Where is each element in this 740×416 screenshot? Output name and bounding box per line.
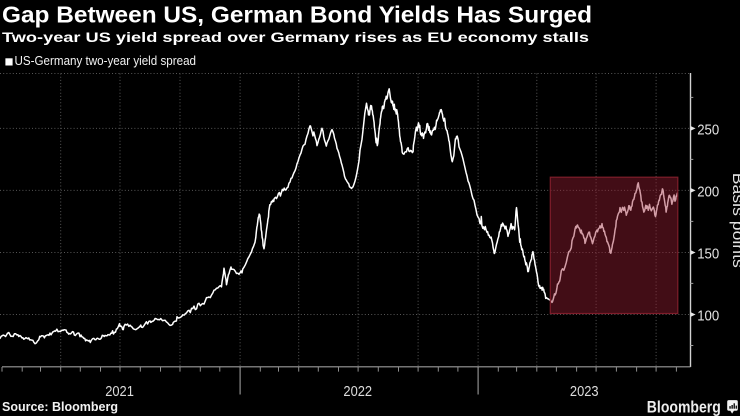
svg-text:US-Germany two-year yield spre: US-Germany two-year yield spread bbox=[15, 54, 197, 68]
svg-text:Basis points: Basis points bbox=[729, 173, 740, 268]
svg-text:2022: 2022 bbox=[343, 384, 372, 400]
svg-text:Source: Bloomberg: Source: Bloomberg bbox=[2, 400, 118, 414]
svg-text:Gap Between US, German Bond Yi: Gap Between US, German Bond Yields Has S… bbox=[2, 2, 592, 28]
svg-text:200: 200 bbox=[697, 184, 719, 200]
svg-text:150: 150 bbox=[697, 246, 719, 262]
svg-text:2023: 2023 bbox=[570, 384, 599, 400]
svg-text:Bloomberg: Bloomberg bbox=[647, 397, 721, 416]
svg-text:250: 250 bbox=[697, 122, 719, 138]
svg-text:Two-year US yield spread over: Two-year US yield spread over Germany ri… bbox=[2, 29, 589, 45]
svg-text:2021: 2021 bbox=[105, 384, 134, 400]
svg-text:100: 100 bbox=[697, 308, 719, 324]
